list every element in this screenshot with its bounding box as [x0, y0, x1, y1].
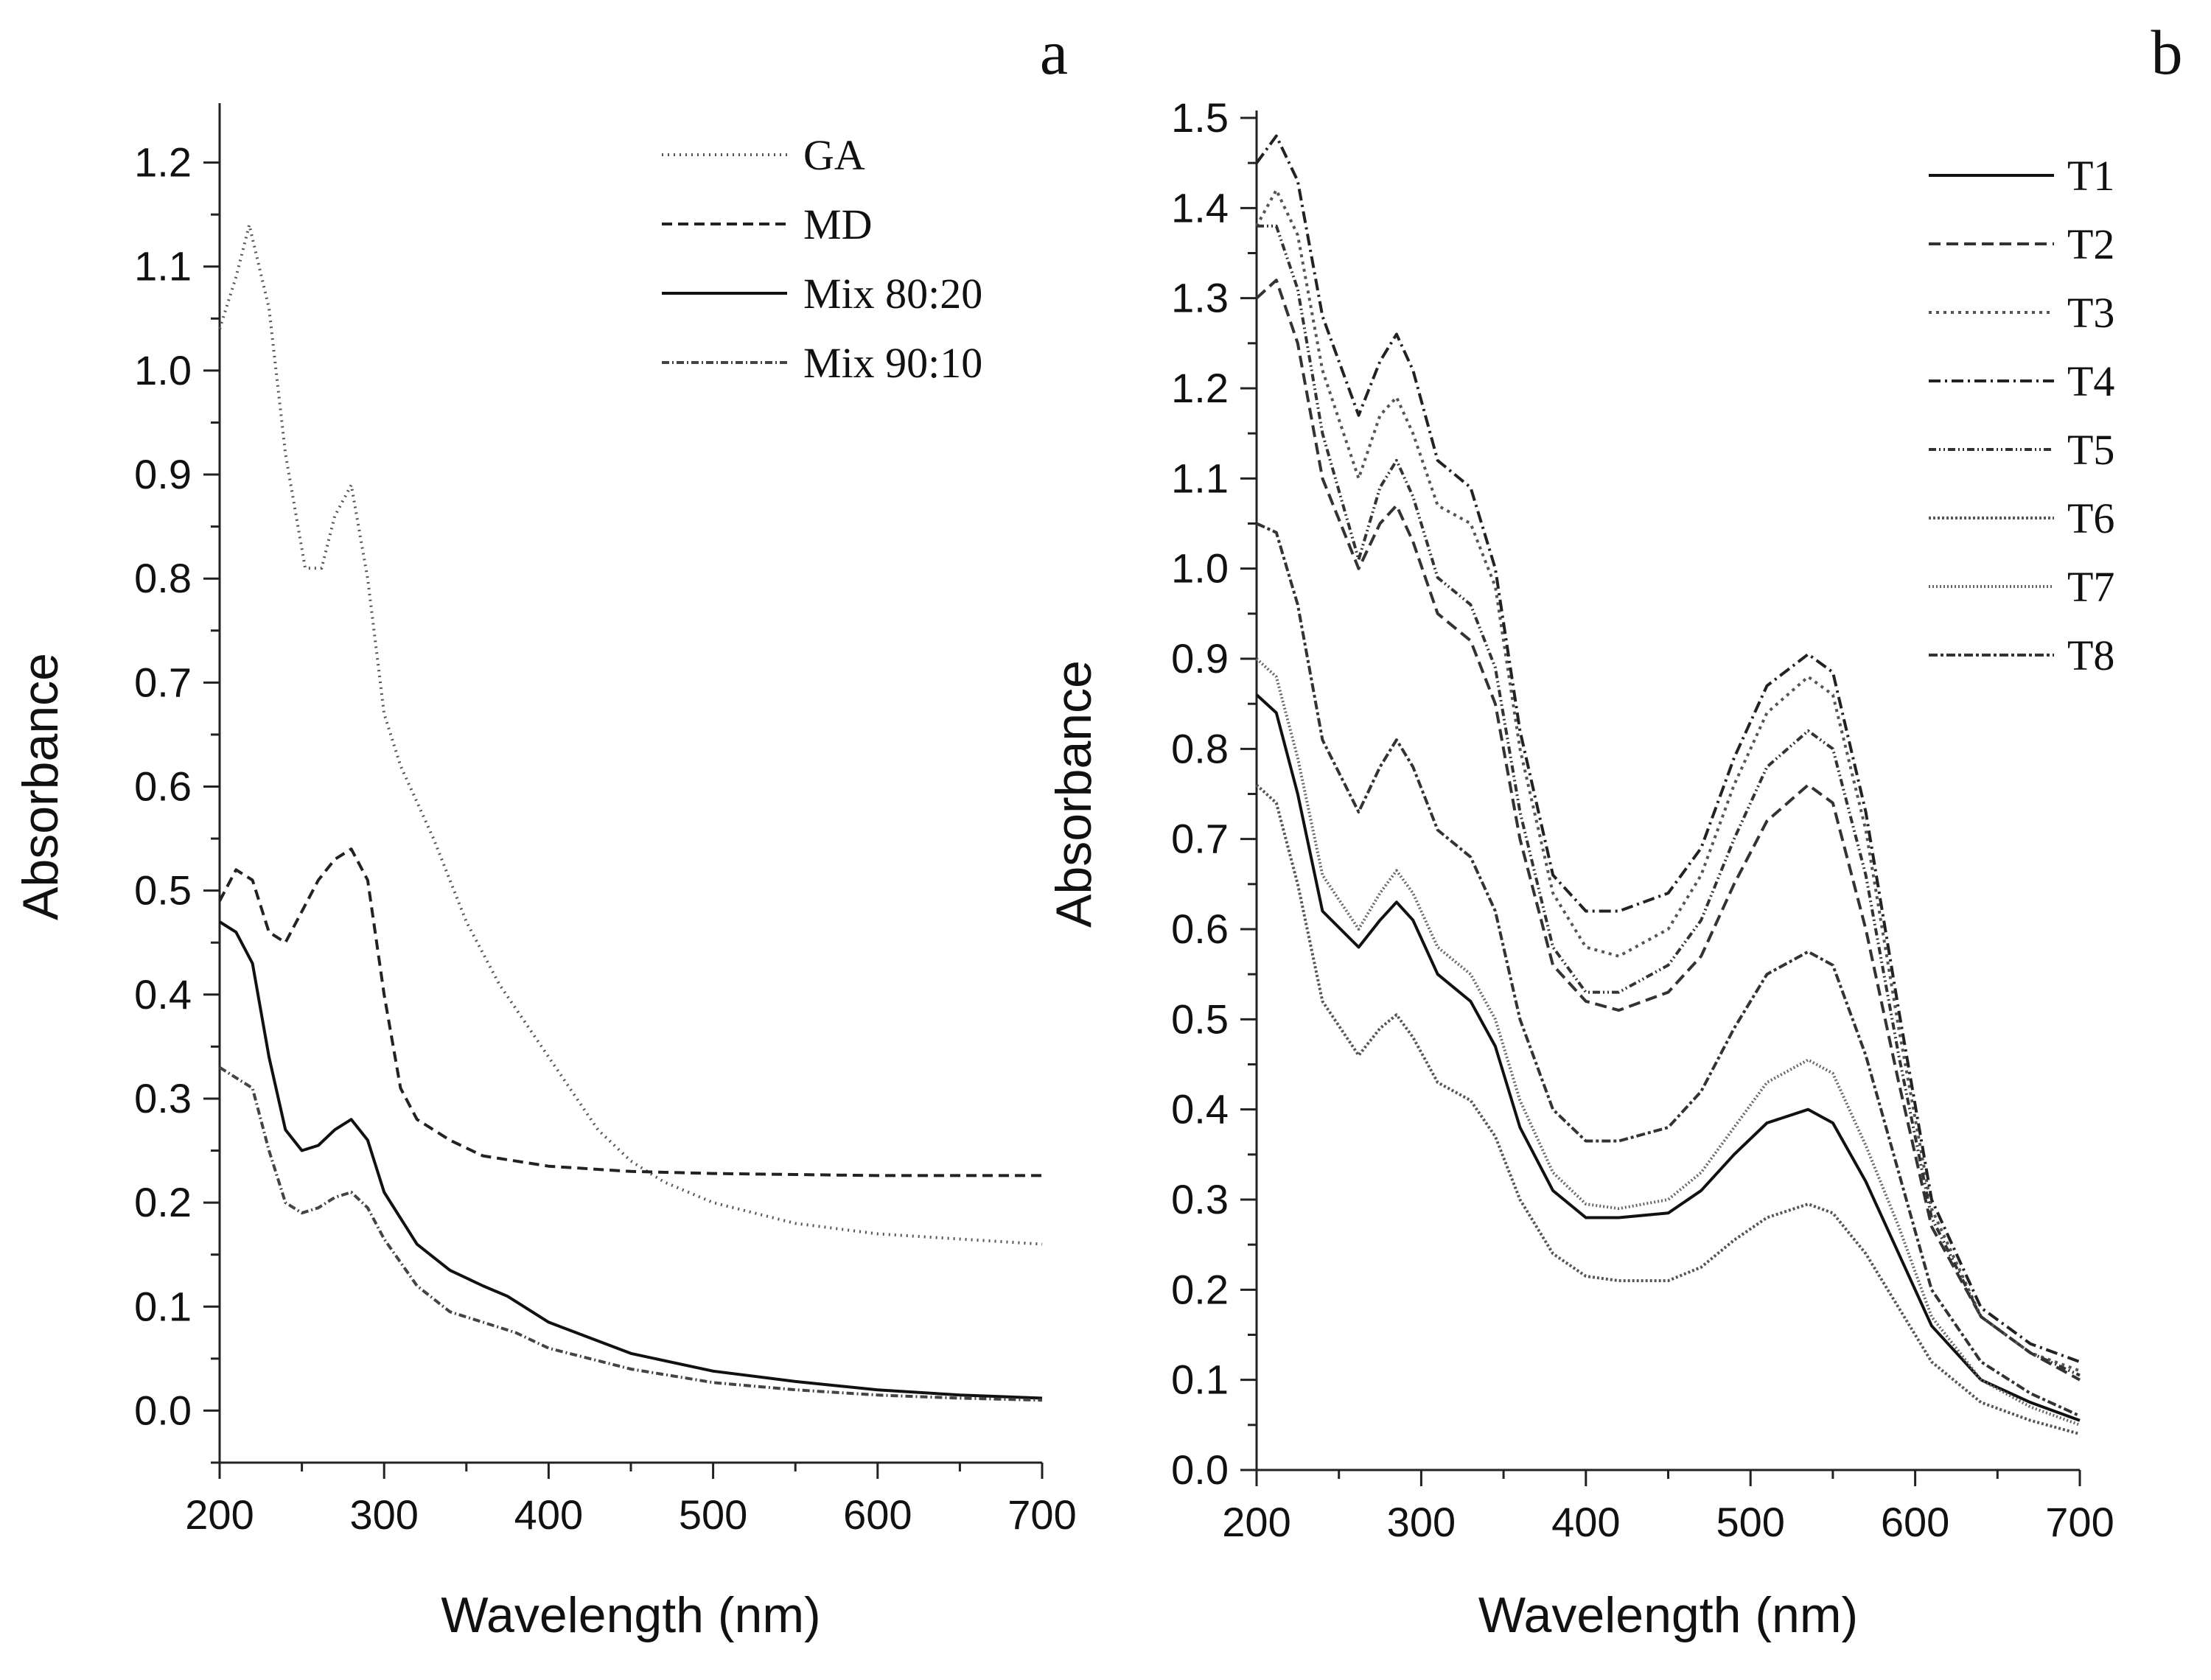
- chart-panel-a: a 200 300 400 500 600 700 0.0 0.1 0.2 0.3 0.4 0.5 0.6…: [13, 17, 1077, 1643]
- y-tick-label: 0.2: [1171, 1266, 1229, 1312]
- x-tick-label: 200: [1222, 1499, 1290, 1545]
- series-line-ga: [218, 223, 1043, 1246]
- y-tick-label: 1.2: [134, 139, 192, 186]
- series-line-mix-80-20: [218, 920, 1043, 1400]
- y-tick-label: 0.7: [134, 659, 192, 705]
- x-tick-label: 500: [679, 1491, 747, 1538]
- y-tick-label: 0.7: [1171, 816, 1229, 862]
- chart-panel-b: b 200 300 400 500 600 700 0.0 0.1 0.2 0.3 0.4 0.5 0.6…: [1046, 17, 2183, 1643]
- legend-label: T4: [2067, 357, 2114, 405]
- series-line-t3: [1255, 188, 2081, 1373]
- x-axis-title: Wavelength (nm): [1478, 1587, 1858, 1643]
- legend-label: T2: [2067, 220, 2114, 268]
- legend-label: T6: [2067, 494, 2114, 542]
- x-tick-label: 700: [2045, 1499, 2114, 1545]
- legend-label: Mix 80:20: [803, 270, 982, 318]
- y-tick-label: 1.5: [1171, 94, 1229, 141]
- y-tick-label: 0.6: [134, 763, 192, 810]
- x-tick-label: 500: [1716, 1499, 1784, 1545]
- series-line-t8: [1256, 522, 2081, 1418]
- series-line-t2: [1255, 279, 2081, 1382]
- legend-label: T3: [2067, 289, 2114, 337]
- legend-label: T7: [2067, 563, 2114, 611]
- x-tick-label: 400: [514, 1491, 583, 1538]
- legend-label: T1: [2067, 152, 2114, 200]
- panel-label: a: [1040, 17, 1068, 88]
- legend-label: GA: [803, 131, 865, 179]
- x-tick-label: 200: [185, 1491, 254, 1538]
- y-tick-label: 0.8: [1171, 725, 1229, 771]
- y-tick-label: 0.8: [134, 555, 192, 601]
- y-tick-label: 0.0: [134, 1387, 192, 1433]
- y-tick-label: 1.4: [1171, 184, 1229, 231]
- series-line-mix-90-10: [218, 1065, 1043, 1402]
- y-tick-label: 0.1: [134, 1283, 192, 1329]
- y-tick-label: 0.3: [134, 1075, 192, 1121]
- series-line-t4: [1255, 134, 2081, 1364]
- y-tick-label: 0.4: [134, 971, 192, 1018]
- legend-label: T8: [2067, 631, 2114, 679]
- series-line-t6: [1255, 783, 2081, 1436]
- y-axis-title: Absorbance: [13, 653, 69, 920]
- legend-label: T5: [2067, 426, 2114, 474]
- y-tick-label: 0.5: [134, 867, 192, 914]
- series-line-md: [218, 847, 1042, 1177]
- y-tick-label: 1.2: [1171, 365, 1229, 411]
- x-tick-label: 300: [349, 1491, 418, 1538]
- y-tick-label: 0.2: [134, 1179, 192, 1225]
- x-tick-label: 600: [1881, 1499, 1949, 1545]
- x-axis-title: Wavelength (nm): [441, 1587, 820, 1643]
- y-tick-label: 1.1: [1171, 455, 1229, 501]
- series-line-t7: [1255, 657, 2081, 1427]
- legend-label: Mix 90:10: [803, 339, 982, 387]
- x-tick-label: 300: [1387, 1499, 1456, 1545]
- y-tick-label: 1.3: [1171, 275, 1229, 321]
- y-axis-title: Absorbance: [1046, 660, 1102, 928]
- y-tick-label: 1.0: [1171, 545, 1229, 592]
- series-line-t5: [1257, 224, 2081, 1377]
- y-tick-label: 0.3: [1171, 1176, 1229, 1222]
- x-tick-label: 700: [1007, 1491, 1076, 1538]
- y-tick-label: 0.0: [1171, 1446, 1229, 1493]
- y-tick-label: 1.0: [134, 347, 192, 393]
- panel-label: b: [2151, 17, 2183, 88]
- y-tick-label: 0.1: [1171, 1357, 1229, 1403]
- y-tick-label: 0.4: [1171, 1086, 1229, 1133]
- y-tick-label: 0.5: [1171, 995, 1229, 1042]
- legend-label: MD: [803, 200, 872, 248]
- y-tick-label: 0.9: [1171, 635, 1229, 682]
- x-tick-label: 400: [1551, 1499, 1620, 1545]
- x-tick-label: 600: [843, 1491, 912, 1538]
- series-line-t1: [1255, 693, 2081, 1422]
- y-tick-label: 0.6: [1171, 906, 1229, 952]
- y-tick-label: 1.1: [134, 243, 192, 290]
- y-tick-label: 0.9: [134, 451, 192, 497]
